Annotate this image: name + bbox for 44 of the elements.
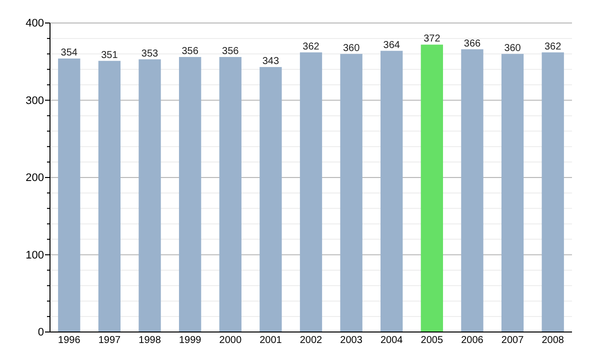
x-tick-label: 2002 <box>300 335 323 346</box>
x-tick-label: 2000 <box>219 335 242 346</box>
data-label: 360 <box>504 42 522 54</box>
x-tick-label: 1998 <box>138 335 162 346</box>
bar <box>260 67 282 332</box>
data-label: 353 <box>141 48 159 60</box>
x-tick-label: 2008 <box>542 335 564 346</box>
bar <box>58 58 80 332</box>
x-tick-label: 2001 <box>260 335 282 346</box>
bar <box>542 52 564 332</box>
bar <box>501 54 524 332</box>
data-label: 360 <box>342 42 360 54</box>
x-tick-label: 1999 <box>178 335 202 346</box>
data-label: 356 <box>182 46 199 57</box>
bar <box>300 52 322 332</box>
data-label: 364 <box>383 40 400 51</box>
y-tick-label: 400 <box>26 18 44 30</box>
x-tick-label: 1996 <box>58 335 81 346</box>
x-tick-label: 2005 <box>420 335 444 346</box>
bar <box>461 49 484 332</box>
y-tick-label: 100 <box>26 249 44 262</box>
y-tick-label: 0 <box>38 326 44 339</box>
bar <box>138 59 161 332</box>
bar <box>219 56 242 332</box>
data-label: 366 <box>464 38 482 50</box>
data-label: 372 <box>424 34 441 45</box>
x-tick-label: 2003 <box>340 335 363 346</box>
x-tick-label: 2007 <box>501 335 524 346</box>
data-label: 354 <box>60 48 78 59</box>
x-tick-label: 2004 <box>380 335 404 346</box>
data-label: 356 <box>222 46 240 57</box>
x-tick-label: 1997 <box>98 335 122 346</box>
bar <box>420 44 444 332</box>
bar <box>380 50 403 332</box>
y-tick-label: 200 <box>26 172 44 184</box>
data-label: 362 <box>544 41 562 52</box>
bar <box>98 60 121 332</box>
bar <box>340 54 362 332</box>
data-label: 343 <box>262 56 280 68</box>
y-tick-label: 300 <box>26 94 44 107</box>
data-label: 351 <box>101 50 118 61</box>
bar <box>178 56 202 332</box>
x-tick-label: 2006 <box>461 335 484 346</box>
data-label: 362 <box>302 41 320 52</box>
